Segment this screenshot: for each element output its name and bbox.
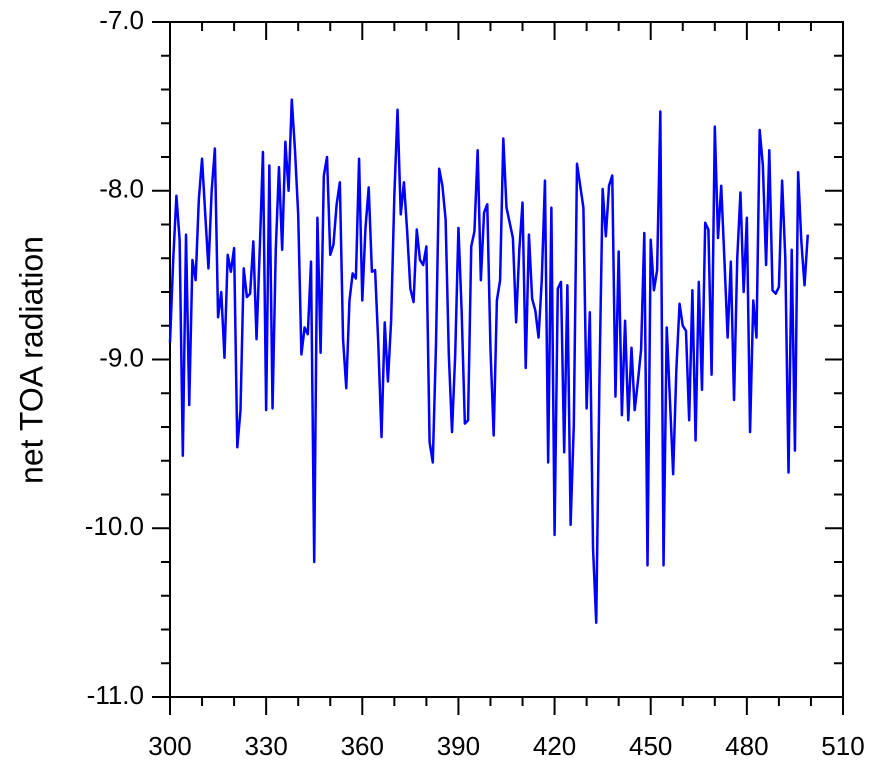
y-tick-label: -10.0 [85,511,144,541]
data-line [168,98,809,624]
y-tick-label: -7.0 [99,5,144,35]
x-tick-label: 390 [437,731,480,761]
x-tick-label: 330 [244,731,287,761]
y-tick-label: -9.0 [99,342,144,372]
x-tick-label: 480 [725,731,768,761]
y-axis-title: net TOA radiation [13,236,49,484]
x-tick-label: 450 [629,731,672,761]
x-tick-label: 420 [533,731,576,761]
y-tick-label: -11.0 [87,680,144,710]
x-tick-label: 300 [148,731,191,761]
x-tick-label: 360 [341,731,384,761]
y-tick-label: -8.0 [99,174,144,204]
x-tick-label: 510 [821,731,864,761]
